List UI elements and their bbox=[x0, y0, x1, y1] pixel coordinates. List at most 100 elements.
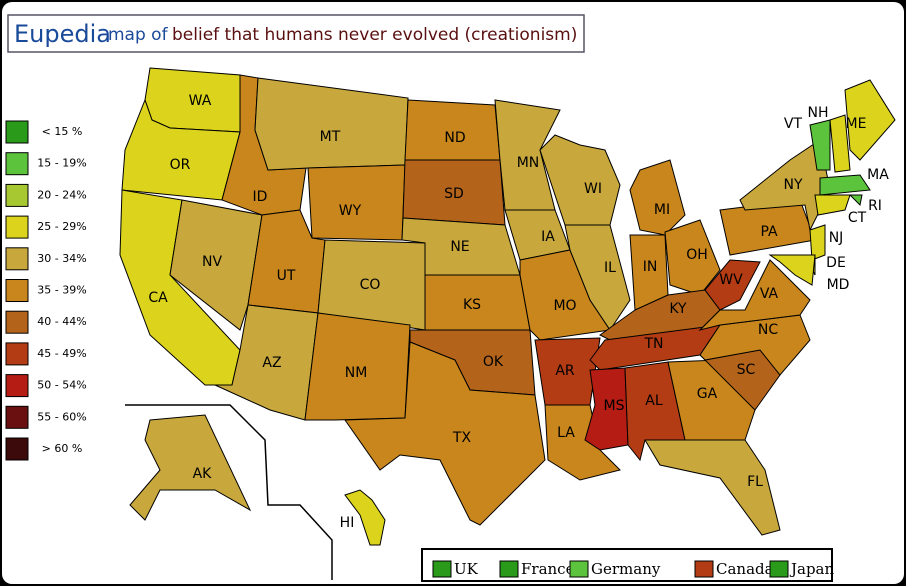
state-label: OR bbox=[170, 157, 191, 173]
country-label: UK bbox=[454, 560, 479, 578]
state-shape bbox=[344, 489, 386, 546]
legend-label: 35 - 39% bbox=[37, 284, 86, 297]
state-label: MT bbox=[320, 129, 341, 145]
title-box bbox=[7, 14, 585, 53]
state-label: WI bbox=[584, 181, 602, 197]
state-label: TN bbox=[643, 336, 663, 352]
state-label: ME bbox=[846, 116, 867, 132]
legend-label: 20 - 24% bbox=[37, 188, 86, 201]
state-shape bbox=[129, 414, 252, 521]
legend-swatch bbox=[5, 342, 29, 366]
legend-swatch bbox=[5, 215, 29, 239]
state-label: KY bbox=[669, 301, 687, 317]
country-label: France bbox=[521, 560, 575, 578]
inset-border bbox=[125, 404, 333, 580]
title: belief that humans never evolved (creati… bbox=[172, 25, 577, 45]
legend-swatch bbox=[5, 247, 29, 271]
state-shape bbox=[644, 439, 781, 536]
country-swatch bbox=[769, 560, 789, 578]
state-label: NV bbox=[202, 254, 222, 270]
country-swatch bbox=[569, 560, 589, 578]
state-label: SD bbox=[444, 186, 464, 202]
state-label: MA bbox=[867, 167, 889, 183]
legend-label: 45 - 49% bbox=[37, 347, 86, 360]
state-label: RI bbox=[868, 198, 882, 214]
legend-label: 15 - 19% bbox=[37, 157, 86, 170]
state-label: NC bbox=[758, 322, 778, 338]
legend-swatch bbox=[5, 374, 29, 398]
states: WA OR CA NV ID MT WY UT CO AZ NM ND SD NE KS OK TX MN IA MO… bbox=[119, 67, 896, 546]
state-label: AL bbox=[645, 393, 663, 409]
state-shape bbox=[829, 114, 851, 173]
state-label: VA bbox=[760, 286, 779, 302]
state-label: MD bbox=[827, 277, 850, 293]
state-label: ID bbox=[253, 189, 268, 205]
legend-swatch bbox=[5, 152, 29, 176]
state-label: MO bbox=[553, 298, 576, 314]
country-swatch bbox=[499, 560, 519, 578]
state-label: TX bbox=[452, 430, 472, 446]
country-box bbox=[421, 548, 833, 582]
state-label: AZ bbox=[262, 355, 281, 371]
countries: UK France Germany Canada Japan bbox=[432, 560, 835, 578]
state-label: MS bbox=[604, 398, 625, 414]
state-label: VT bbox=[784, 116, 803, 132]
state-shape bbox=[844, 79, 896, 161]
state-shape bbox=[169, 199, 263, 331]
state-label: IA bbox=[541, 229, 555, 245]
legend-swatch bbox=[5, 405, 29, 429]
state-label: IL bbox=[604, 260, 616, 276]
state-label: CA bbox=[148, 290, 168, 306]
state-label: NJ bbox=[829, 230, 844, 246]
legend-label: 30 - 34% bbox=[37, 252, 86, 265]
state-label: CT bbox=[848, 210, 867, 226]
country-label: Germany bbox=[591, 560, 661, 578]
state-shape bbox=[809, 119, 831, 171]
state-shape bbox=[809, 224, 826, 261]
state-label: CO bbox=[360, 277, 381, 293]
state-label: DE bbox=[826, 255, 846, 271]
state-label: WA bbox=[189, 93, 212, 109]
state-label: AR bbox=[555, 363, 575, 379]
legend-swatch bbox=[5, 279, 29, 302]
state-label: GA bbox=[697, 386, 718, 402]
state-label: OK bbox=[483, 354, 504, 370]
state-shape bbox=[819, 174, 871, 196]
state-shape bbox=[814, 194, 851, 216]
legend-swatch bbox=[5, 310, 29, 334]
state-label: OH bbox=[686, 247, 708, 263]
legend: < 15 % 15 - 19% 20 - 24% 25 - 29% 30 - 34% 35… bbox=[5, 120, 87, 461]
state-label: ND bbox=[444, 130, 465, 146]
state-label: WV bbox=[719, 272, 743, 288]
country-label: Japan bbox=[789, 560, 835, 578]
state-label: UT bbox=[277, 268, 296, 284]
legend-swatch bbox=[5, 183, 29, 207]
legend-label: 55 - 60% bbox=[37, 410, 86, 423]
state-label: IN bbox=[643, 259, 658, 275]
state-shape bbox=[848, 194, 863, 207]
legend-label: 40 - 44% bbox=[37, 315, 86, 328]
state-shape bbox=[698, 259, 811, 331]
state-label: KS bbox=[463, 297, 481, 313]
state-shape bbox=[539, 134, 621, 226]
legend-label: 50 - 54% bbox=[37, 379, 86, 392]
title-part: map of bbox=[108, 25, 169, 45]
state-shape bbox=[544, 404, 621, 481]
state-label: NY bbox=[783, 177, 802, 193]
state-shape bbox=[768, 254, 816, 286]
state-label: MI bbox=[654, 202, 670, 218]
legend-swatch bbox=[5, 120, 29, 144]
legend-label: < 15 % bbox=[42, 125, 83, 138]
legend-swatch bbox=[5, 437, 29, 461]
state-label: PA bbox=[760, 224, 778, 240]
state-shape bbox=[344, 341, 546, 526]
state-label: SC bbox=[737, 362, 756, 378]
state-label: LA bbox=[557, 425, 575, 441]
state-label: HI bbox=[340, 515, 355, 531]
country-swatch bbox=[432, 560, 452, 578]
state-label: FL bbox=[747, 474, 763, 490]
state-label: NM bbox=[345, 365, 368, 381]
state-label: AK bbox=[193, 466, 213, 482]
